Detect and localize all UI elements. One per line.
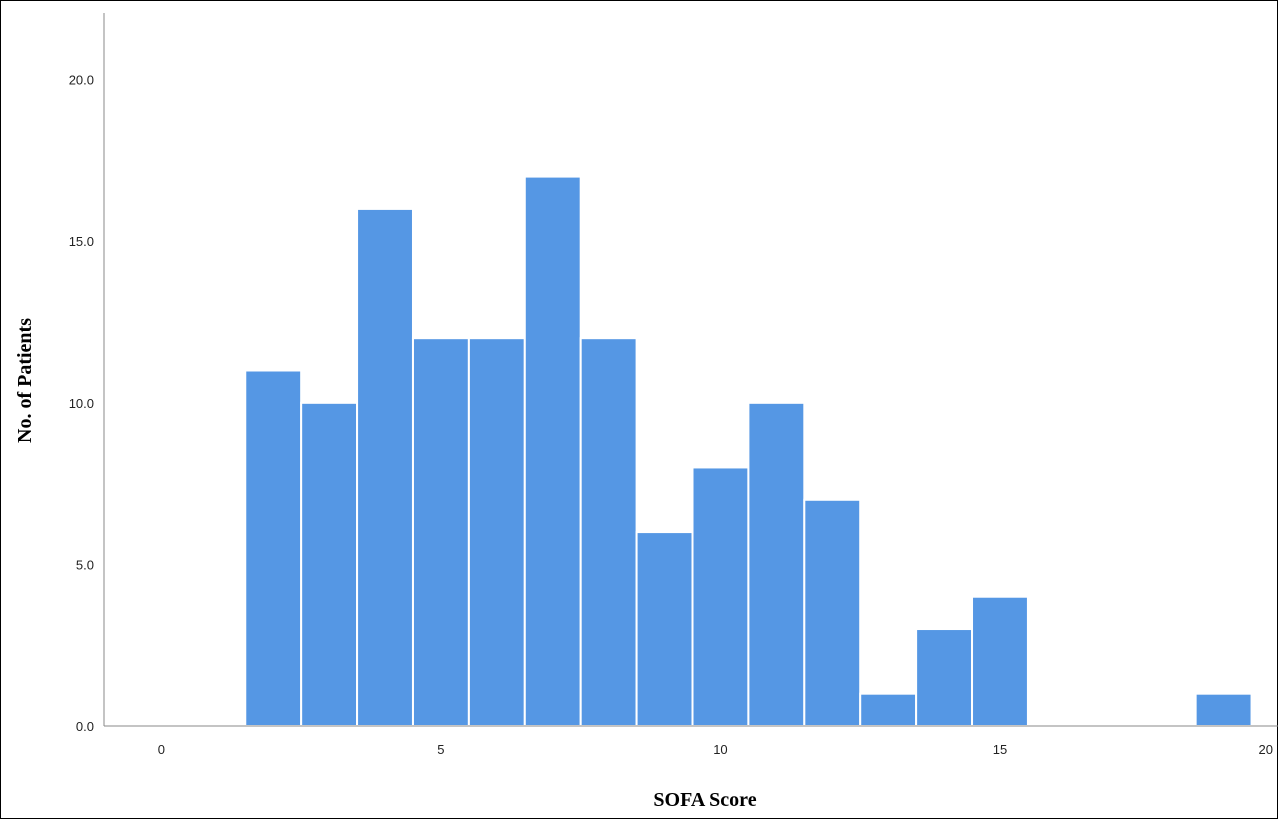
x-axis-title: SOFA Score — [653, 789, 756, 811]
x-tick-label: 5 — [437, 742, 444, 757]
histogram-bar — [747, 401, 806, 727]
histogram-bar — [1194, 692, 1253, 728]
y-tick-label: 15.0 — [69, 234, 94, 249]
histogram-bar — [244, 369, 303, 727]
histogram-bar — [635, 531, 694, 727]
y-tick-label: 10.0 — [69, 396, 94, 411]
y-axis-title: No. of Patients — [14, 318, 36, 443]
histogram-bar — [579, 337, 638, 727]
y-tick-label: 0.0 — [76, 719, 94, 734]
histogram-bar — [859, 692, 918, 728]
histogram-bar — [411, 337, 470, 727]
histogram-bar — [691, 466, 750, 727]
x-tick-label: 0 — [158, 742, 165, 757]
y-tick-label: 5.0 — [76, 557, 94, 572]
x-tick-label: 20 — [1259, 742, 1273, 757]
histogram-bar — [803, 498, 862, 728]
histogram-bar — [523, 175, 582, 728]
x-tick-label: 15 — [993, 742, 1007, 757]
y-tick-labels: 0.0 5.0 10.0 15.0 20.0 — [69, 73, 94, 734]
histogram-bar — [467, 337, 526, 727]
histogram-bar — [915, 628, 974, 728]
histogram-bar — [356, 207, 414, 727]
histogram-bar — [300, 401, 359, 727]
x-tick-label: 10 — [713, 742, 727, 757]
x-tick-labels: 0 5 10 15 20 — [158, 742, 1273, 757]
bars-group — [244, 175, 1253, 728]
y-tick-label: 20.0 — [69, 73, 94, 88]
histogram-bar — [971, 595, 1029, 728]
